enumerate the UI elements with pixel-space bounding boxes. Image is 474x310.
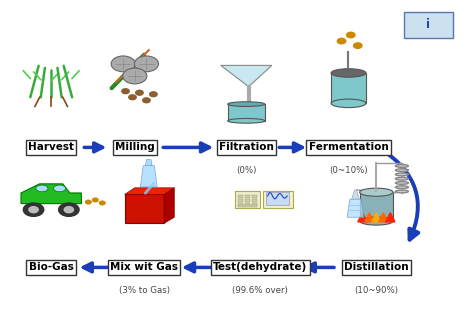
Text: i: i	[427, 19, 430, 32]
Polygon shape	[140, 166, 157, 187]
FancyBboxPatch shape	[404, 12, 453, 38]
Ellipse shape	[395, 169, 409, 171]
Circle shape	[64, 207, 73, 213]
Circle shape	[86, 200, 91, 204]
Text: (10~90%): (10~90%)	[355, 286, 398, 295]
Polygon shape	[164, 188, 174, 223]
Text: Filtration: Filtration	[219, 142, 273, 153]
Polygon shape	[146, 160, 152, 166]
Ellipse shape	[395, 177, 409, 180]
Text: Bio-Gas: Bio-Gas	[29, 262, 73, 272]
Text: Harvest: Harvest	[28, 142, 74, 153]
Circle shape	[143, 98, 150, 103]
Text: (0~10%): (0~10%)	[329, 166, 368, 175]
Circle shape	[136, 90, 143, 95]
Polygon shape	[125, 188, 174, 194]
Polygon shape	[21, 184, 82, 204]
Circle shape	[150, 92, 157, 97]
Ellipse shape	[395, 173, 409, 176]
Bar	[125, 194, 164, 223]
Circle shape	[29, 207, 38, 213]
Circle shape	[134, 56, 158, 72]
Text: Distillation: Distillation	[344, 262, 409, 272]
Bar	[360, 192, 393, 221]
Ellipse shape	[395, 186, 409, 188]
Bar	[331, 73, 366, 103]
Bar	[266, 193, 290, 205]
Polygon shape	[352, 190, 359, 199]
Circle shape	[92, 198, 98, 202]
Polygon shape	[221, 65, 272, 87]
Ellipse shape	[360, 188, 393, 196]
Polygon shape	[372, 213, 381, 222]
Ellipse shape	[331, 99, 366, 108]
Circle shape	[123, 68, 147, 84]
Bar	[238, 205, 257, 207]
Bar	[252, 203, 256, 206]
Text: Mix wit Gas: Mix wit Gas	[110, 262, 178, 272]
Polygon shape	[379, 213, 388, 222]
Bar	[245, 195, 249, 197]
Polygon shape	[347, 199, 364, 217]
Ellipse shape	[228, 118, 265, 123]
Circle shape	[122, 89, 129, 94]
Circle shape	[129, 95, 136, 100]
Bar	[263, 191, 293, 208]
Ellipse shape	[360, 217, 393, 225]
Circle shape	[354, 43, 362, 48]
Text: (0%): (0%)	[236, 166, 256, 175]
Text: Test(dehydrate): Test(dehydrate)	[213, 262, 307, 272]
Ellipse shape	[36, 185, 48, 192]
Text: (99.6% over): (99.6% over)	[232, 286, 288, 295]
Bar	[238, 195, 243, 197]
Polygon shape	[386, 213, 395, 222]
Bar	[228, 104, 265, 121]
Bar	[238, 203, 243, 206]
Text: Fermentation: Fermentation	[309, 142, 388, 153]
Ellipse shape	[228, 102, 265, 106]
Polygon shape	[365, 213, 374, 222]
Bar	[245, 203, 249, 206]
Bar	[252, 199, 256, 202]
Bar	[252, 195, 256, 197]
Polygon shape	[358, 213, 367, 222]
Ellipse shape	[395, 165, 409, 167]
Ellipse shape	[331, 69, 366, 77]
Circle shape	[337, 38, 346, 44]
Ellipse shape	[395, 190, 409, 193]
Bar	[245, 199, 249, 202]
Ellipse shape	[395, 182, 409, 184]
Circle shape	[59, 203, 79, 216]
Bar	[235, 191, 260, 208]
Circle shape	[111, 56, 135, 72]
Circle shape	[346, 32, 355, 38]
Bar	[238, 199, 243, 202]
Ellipse shape	[54, 185, 65, 192]
Text: Milling: Milling	[115, 142, 155, 153]
Circle shape	[100, 201, 105, 205]
Text: (3% to Gas): (3% to Gas)	[118, 286, 170, 295]
Circle shape	[23, 203, 44, 216]
